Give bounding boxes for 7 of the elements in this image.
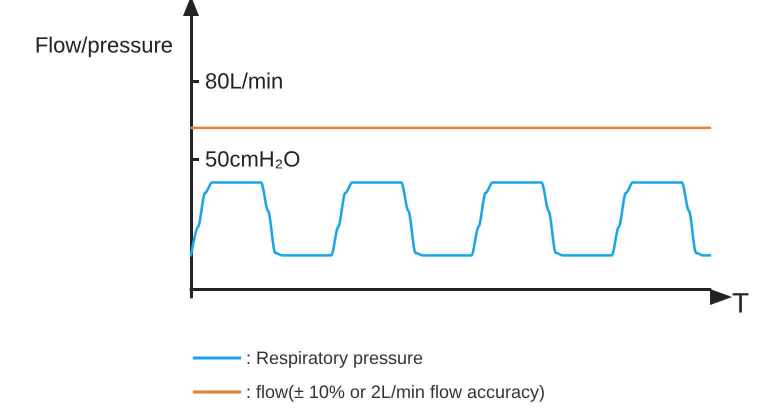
y-axis-title: Flow/pressure <box>34 32 173 58</box>
legend-label: : flow(± 10% or 2L/min flow accuracy) <box>246 382 545 402</box>
y-tick-label: 50cmH₂O <box>205 146 300 172</box>
y-tick-label: 80L/min <box>205 68 284 94</box>
legend-label: : Respiratory pressure <box>246 348 424 368</box>
line-series <box>190 181 712 257</box>
x-axis-title: T <box>732 288 750 319</box>
